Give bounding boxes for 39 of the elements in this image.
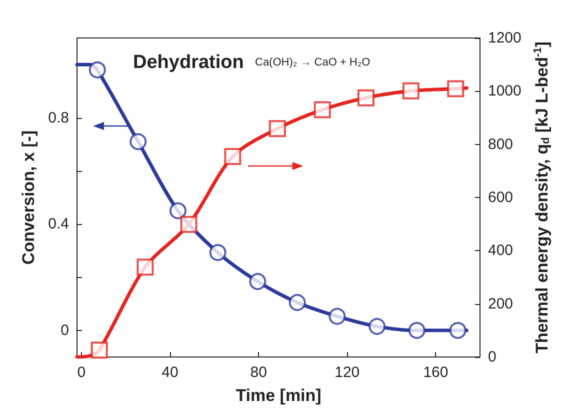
x-tick-label: 0 [77, 364, 86, 381]
y-tick-label: 0.4 [48, 216, 69, 233]
point [180, 216, 198, 233]
point [288, 294, 306, 311]
point [408, 322, 426, 339]
point [88, 61, 106, 78]
x-axis-title: Time [min] [236, 386, 322, 405]
y2-tick-label: 0 [488, 348, 496, 366]
y2-tick-label: 800 [488, 136, 514, 153]
y2-tick-label: 600 [488, 189, 514, 206]
point [209, 244, 226, 262]
point [328, 308, 346, 325]
y2-tick-label: 200 [488, 295, 514, 312]
y2-axis-title: Thermal energy density, qd [kJ L-bed-1] [532, 42, 552, 354]
text: Dehydration [133, 52, 244, 73]
x-tick-label: 120 [334, 364, 360, 381]
point [90, 342, 108, 359]
annotation: Ca(OH)₂ → CaO + H₂O [255, 56, 371, 68]
point [130, 133, 147, 150]
point [447, 80, 464, 98]
point [357, 89, 374, 106]
y2-tick-label: 1200 [488, 30, 522, 46]
point [268, 120, 286, 138]
point [449, 322, 466, 339]
point [249, 273, 266, 290]
point [402, 82, 420, 100]
x-tick-label: 40 [162, 364, 178, 381]
y-tick-label: 0 [60, 322, 69, 339]
point [136, 258, 154, 276]
point [169, 202, 186, 220]
y2-tick-label: 1000 [488, 82, 522, 100]
point [368, 318, 386, 335]
y-tick-label: 0.8 [48, 109, 69, 126]
x-tick-label: 80 [250, 364, 267, 381]
point [314, 101, 331, 118]
y-axis-title: Conversion, x [-] [19, 130, 38, 265]
y2-tick-label: 400 [488, 242, 514, 260]
x-tick-label: 160 [423, 364, 448, 381]
point [224, 148, 242, 166]
